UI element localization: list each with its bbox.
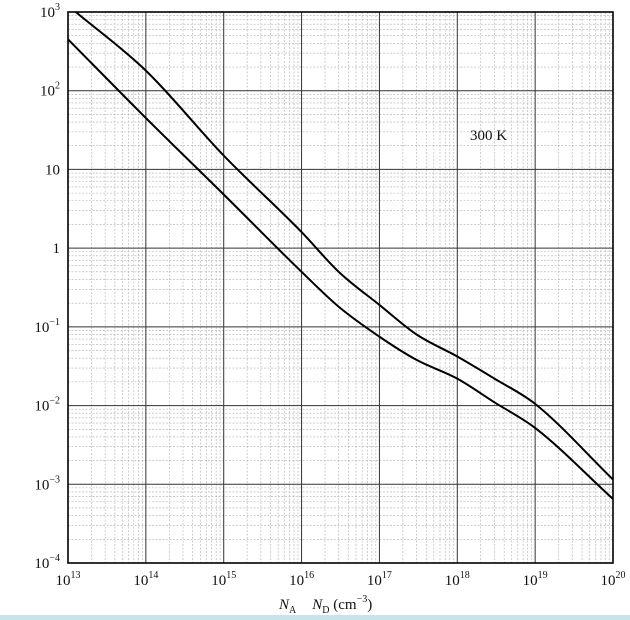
x-tick-label: 1020 [601, 570, 626, 589]
x-tick-label: 1013 [56, 570, 81, 589]
series-curve-1 [75, 11, 614, 481]
y-tick-label: 10−1 [34, 317, 60, 336]
x-label-na-sub: A [289, 605, 297, 616]
x-tick-labels: 1013 1014 1015 1016 1017 1018 1019 1020 [56, 570, 626, 589]
y-tick-label: 1 [53, 241, 61, 257]
y-tick-label: 10−3 [34, 474, 60, 493]
x-label-na: N [278, 597, 290, 613]
y-tick-label: 10 [45, 162, 60, 178]
x-tick-label: 1018 [445, 570, 470, 589]
bottom-strip [0, 615, 630, 620]
plot-frame [67, 11, 614, 564]
x-tick-label: 1015 [211, 570, 236, 589]
x-label-nd: N [311, 597, 323, 613]
series-curve-2 [67, 38, 614, 500]
x-axis-label: NA ND (cm−3) [278, 594, 372, 616]
y-tick-label: 102 [40, 81, 60, 100]
x-tick-label: 1017 [367, 570, 392, 589]
x-tick-label: 1019 [523, 570, 548, 589]
x-label-unit-close: ) [367, 597, 372, 613]
x-tick-label: 1014 [133, 570, 158, 589]
x-label-unit: (cm [330, 597, 357, 613]
curves [67, 11, 614, 500]
x-label-nd-sub: D [322, 605, 329, 616]
temperature-annotation: 300 K [470, 128, 507, 144]
y-tick-label: 10−4 [34, 553, 60, 572]
minor-grid [68, 12, 613, 563]
x-tick-label: 1016 [289, 570, 314, 589]
x-label-unit-exp: −3 [357, 594, 368, 605]
major-grid [67, 11, 614, 564]
y-tick-label: 10−2 [34, 396, 60, 415]
y-tick-label: 103 [40, 2, 60, 21]
